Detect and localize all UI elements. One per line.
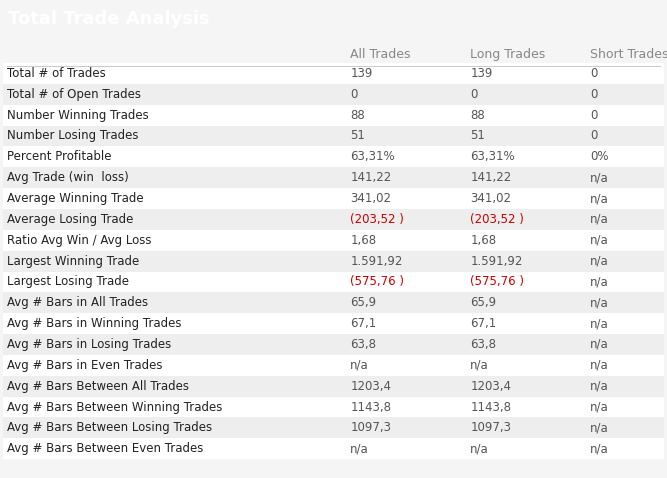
Text: Long Trades: Long Trades <box>470 48 546 61</box>
Text: Avg # Bars Between Winning Trades: Avg # Bars Between Winning Trades <box>7 401 222 413</box>
Text: n/a: n/a <box>590 359 609 372</box>
Text: 1,68: 1,68 <box>470 234 496 247</box>
Text: 63,8: 63,8 <box>350 338 376 351</box>
Text: (575,76 ): (575,76 ) <box>470 275 524 288</box>
Bar <box>3 397 664 417</box>
Bar <box>3 230 664 250</box>
Bar <box>3 355 664 376</box>
Text: 65,9: 65,9 <box>350 296 376 309</box>
Text: n/a: n/a <box>590 338 609 351</box>
Text: Avg # Bars Between Losing Trades: Avg # Bars Between Losing Trades <box>7 422 212 435</box>
Text: Average Losing Trade: Average Losing Trade <box>7 213 133 226</box>
Text: n/a: n/a <box>590 401 609 413</box>
Bar <box>3 63 664 84</box>
Bar <box>3 313 664 334</box>
Text: 139: 139 <box>350 67 373 80</box>
Text: n/a: n/a <box>470 442 489 455</box>
Text: n/a: n/a <box>590 255 609 268</box>
Text: 0: 0 <box>590 88 598 101</box>
Text: n/a: n/a <box>350 442 369 455</box>
Text: 88: 88 <box>350 109 365 121</box>
Text: 141,22: 141,22 <box>350 171 392 184</box>
Text: Short Trades: Short Trades <box>590 48 667 61</box>
Bar <box>3 293 664 313</box>
Text: 341,02: 341,02 <box>470 192 511 205</box>
Text: Ratio Avg Win / Avg Loss: Ratio Avg Win / Avg Loss <box>7 234 151 247</box>
Text: n/a: n/a <box>590 213 609 226</box>
Text: n/a: n/a <box>590 171 609 184</box>
Text: n/a: n/a <box>590 442 609 455</box>
Text: Avg # Bars in Winning Trades: Avg # Bars in Winning Trades <box>7 317 181 330</box>
Bar <box>3 334 664 355</box>
Text: (203,52 ): (203,52 ) <box>350 213 404 226</box>
Text: 0: 0 <box>350 88 358 101</box>
Text: Avg # Bars in Losing Trades: Avg # Bars in Losing Trades <box>7 338 171 351</box>
Text: 139: 139 <box>470 67 493 80</box>
Text: 1.591,92: 1.591,92 <box>350 255 403 268</box>
Text: 141,22: 141,22 <box>470 171 512 184</box>
Text: Largest Losing Trade: Largest Losing Trade <box>7 275 129 288</box>
Text: Avg # Bars in All Trades: Avg # Bars in All Trades <box>7 296 148 309</box>
Text: Number Losing Trades: Number Losing Trades <box>7 130 138 142</box>
Bar <box>3 376 664 397</box>
Text: Avg # Bars in Even Trades: Avg # Bars in Even Trades <box>7 359 162 372</box>
Bar <box>3 209 664 230</box>
Text: 65,9: 65,9 <box>470 296 496 309</box>
Text: 51: 51 <box>350 130 365 142</box>
Text: n/a: n/a <box>470 359 489 372</box>
Text: Average Winning Trade: Average Winning Trade <box>7 192 143 205</box>
Text: 88: 88 <box>470 109 485 121</box>
Text: Number Winning Trades: Number Winning Trades <box>7 109 149 121</box>
Text: Total Trade Analysis: Total Trade Analysis <box>8 10 209 28</box>
Text: n/a: n/a <box>590 192 609 205</box>
Text: 51: 51 <box>470 130 485 142</box>
Bar <box>3 438 664 459</box>
Text: Largest Winning Trade: Largest Winning Trade <box>7 255 139 268</box>
Text: 0: 0 <box>590 130 598 142</box>
Text: (575,76 ): (575,76 ) <box>350 275 404 288</box>
Text: n/a: n/a <box>590 317 609 330</box>
Bar <box>3 105 664 126</box>
Text: Total # of Open Trades: Total # of Open Trades <box>7 88 141 101</box>
Text: Avg # Bars Between All Trades: Avg # Bars Between All Trades <box>7 380 189 393</box>
Text: n/a: n/a <box>590 422 609 435</box>
Text: Avg Trade (win  loss): Avg Trade (win loss) <box>7 171 129 184</box>
Text: 1097,3: 1097,3 <box>350 422 391 435</box>
Text: 0: 0 <box>590 67 598 80</box>
Text: 63,31%: 63,31% <box>470 151 515 163</box>
Text: 1097,3: 1097,3 <box>470 422 511 435</box>
Bar <box>3 272 664 293</box>
Bar <box>3 126 664 146</box>
Bar <box>3 188 664 209</box>
Text: n/a: n/a <box>350 359 369 372</box>
Text: 1143,8: 1143,8 <box>470 401 511 413</box>
Bar <box>3 167 664 188</box>
Text: Total # of Trades: Total # of Trades <box>7 67 105 80</box>
Text: Avg # Bars Between Even Trades: Avg # Bars Between Even Trades <box>7 442 203 455</box>
Text: Percent Profitable: Percent Profitable <box>7 151 111 163</box>
Text: 0%: 0% <box>590 151 609 163</box>
Text: 1,68: 1,68 <box>350 234 376 247</box>
Text: 1203,4: 1203,4 <box>470 380 511 393</box>
Text: 0: 0 <box>590 109 598 121</box>
Text: 341,02: 341,02 <box>350 192 391 205</box>
Text: 63,8: 63,8 <box>470 338 496 351</box>
Text: n/a: n/a <box>590 234 609 247</box>
Text: n/a: n/a <box>590 380 609 393</box>
Text: 1143,8: 1143,8 <box>350 401 391 413</box>
Text: 63,31%: 63,31% <box>350 151 395 163</box>
Text: 0: 0 <box>470 88 478 101</box>
Bar <box>3 146 664 167</box>
Text: 67,1: 67,1 <box>470 317 496 330</box>
Text: n/a: n/a <box>590 275 609 288</box>
Text: 1.591,92: 1.591,92 <box>470 255 523 268</box>
Text: 67,1: 67,1 <box>350 317 376 330</box>
Text: 1203,4: 1203,4 <box>350 380 391 393</box>
Text: All Trades: All Trades <box>350 48 411 61</box>
Bar <box>3 250 664 272</box>
Bar <box>3 417 664 438</box>
Text: (203,52 ): (203,52 ) <box>470 213 524 226</box>
Bar <box>3 84 664 105</box>
Text: n/a: n/a <box>590 296 609 309</box>
